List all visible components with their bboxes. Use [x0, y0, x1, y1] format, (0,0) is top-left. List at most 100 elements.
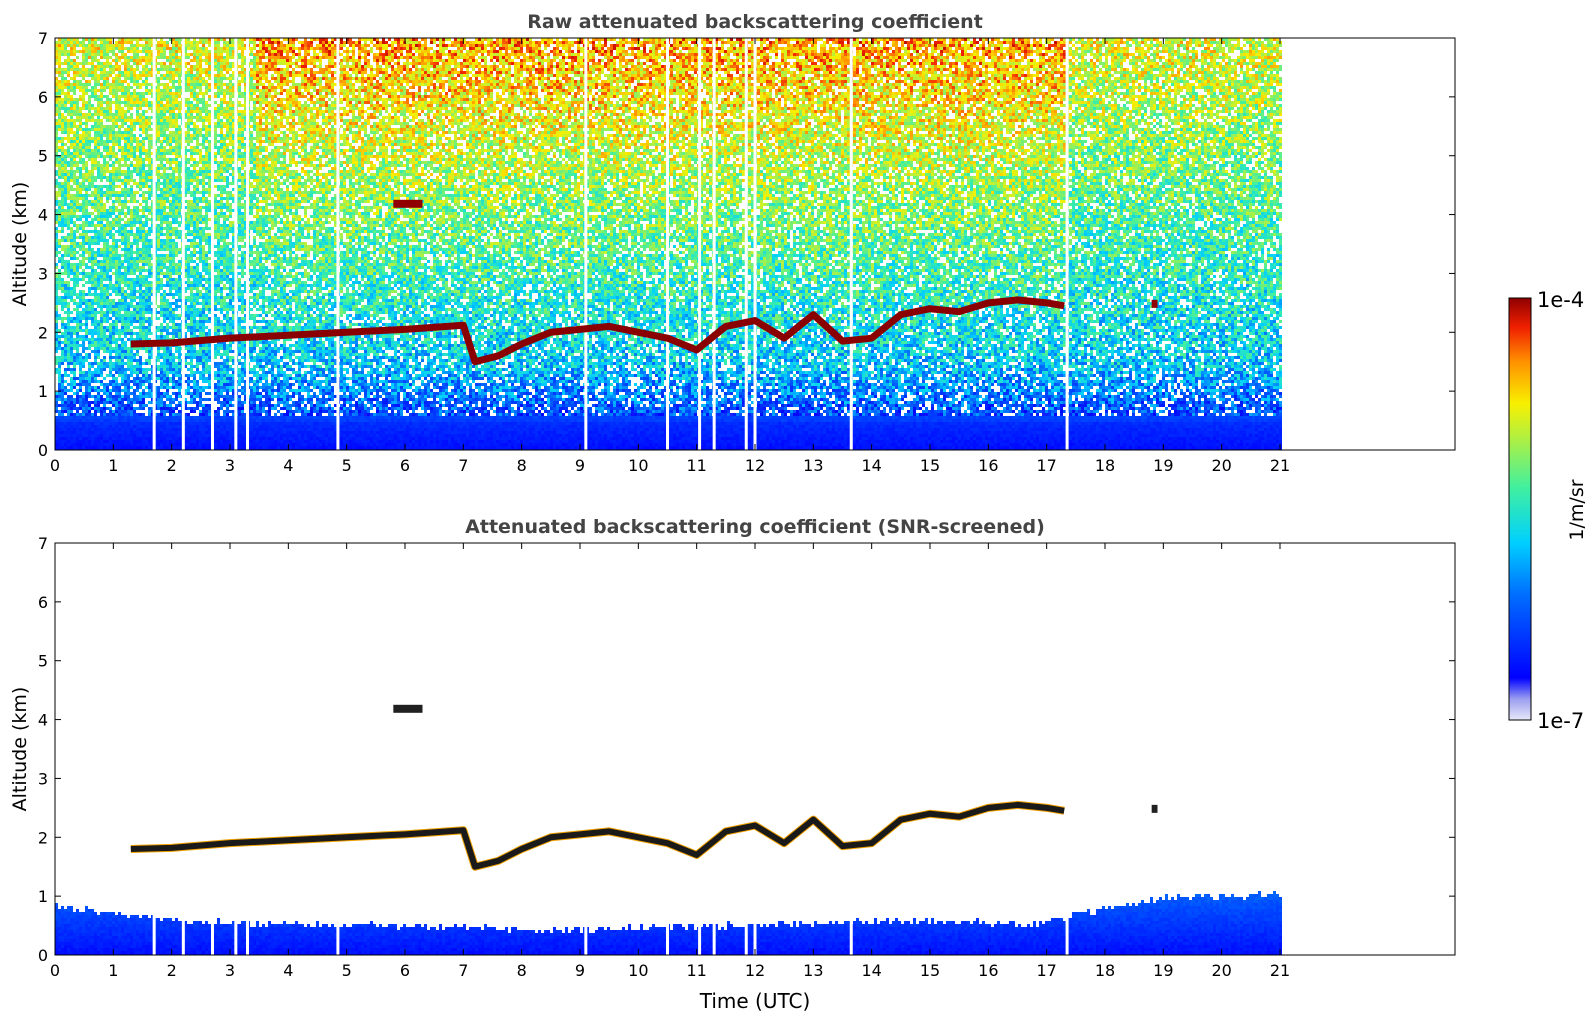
raw-cell — [112, 254, 115, 257]
raw-cell — [94, 425, 97, 428]
raw-cell — [85, 389, 88, 392]
raw-cell — [61, 50, 64, 53]
raw-cell — [124, 185, 127, 188]
raw-cell — [73, 200, 76, 203]
raw-cell — [124, 53, 127, 56]
raw-cell — [73, 119, 76, 122]
raw-cell — [115, 143, 118, 146]
raw-cell — [85, 161, 88, 164]
raw-cell — [64, 95, 67, 98]
raw-cell — [115, 323, 118, 326]
raw-cell — [100, 227, 103, 230]
raw-cell — [70, 209, 73, 212]
raw-cell — [109, 194, 112, 197]
raw-cell — [109, 434, 112, 437]
raw-cell — [109, 347, 112, 350]
raw-cell — [97, 59, 100, 62]
raw-cell — [109, 311, 112, 314]
raw-cell — [115, 83, 118, 86]
raw-cell — [58, 314, 61, 317]
raw-cell — [61, 149, 64, 152]
raw-cell — [94, 344, 97, 347]
raw-cell — [127, 77, 130, 80]
raw-cell — [64, 110, 67, 113]
raw-cell — [124, 152, 127, 155]
raw-cell — [64, 170, 67, 173]
raw-cell — [118, 80, 121, 83]
raw-cell — [94, 368, 97, 371]
raw-cell — [124, 110, 127, 113]
raw-cell — [79, 206, 82, 209]
raw-cell — [61, 395, 64, 398]
raw-cell — [58, 164, 61, 167]
raw-cell — [127, 401, 130, 404]
raw-cell — [127, 398, 130, 401]
raw-cell — [88, 212, 91, 215]
raw-cell — [109, 335, 112, 338]
raw-cell — [115, 98, 118, 101]
raw-cell — [106, 146, 109, 149]
raw-cell — [88, 152, 91, 155]
raw-cell — [67, 56, 70, 59]
raw-cell — [103, 401, 106, 404]
raw-cell — [76, 80, 79, 83]
raw-cell — [61, 227, 64, 230]
raw-cell — [67, 197, 70, 200]
raw-cell — [79, 209, 82, 212]
raw-cell — [67, 140, 70, 143]
raw-cell — [106, 50, 109, 53]
raw-cell — [76, 143, 79, 146]
raw-cell — [115, 113, 118, 116]
raw-cell — [124, 344, 127, 347]
raw-cell — [61, 86, 64, 89]
raw-cell — [79, 272, 82, 275]
raw-cell — [73, 434, 76, 437]
raw-cell — [109, 89, 112, 92]
raw-cell — [127, 329, 130, 332]
raw-cell — [79, 299, 82, 302]
raw-cell — [64, 59, 67, 62]
raw-cell — [103, 443, 106, 446]
raw-cell — [100, 101, 103, 104]
raw-cell — [103, 305, 106, 308]
raw-cell — [94, 389, 97, 392]
raw-cell — [82, 179, 85, 182]
raw-cell — [76, 107, 79, 110]
raw-cell — [121, 356, 124, 359]
raw-cell — [76, 83, 79, 86]
raw-cell — [112, 374, 115, 377]
raw-cell — [109, 113, 112, 116]
raw-cell — [115, 254, 118, 257]
raw-cell — [64, 119, 67, 122]
raw-cell — [91, 380, 94, 383]
raw-cell — [106, 56, 109, 59]
raw-cell — [97, 395, 100, 398]
raw-cell — [112, 218, 115, 221]
raw-cell — [82, 278, 85, 281]
raw-cell — [70, 389, 73, 392]
raw-cell — [100, 167, 103, 170]
raw-cell — [103, 212, 106, 215]
raw-cell — [82, 314, 85, 317]
raw-cell — [64, 281, 67, 284]
raw-cell — [91, 89, 94, 92]
raw-cell — [97, 167, 100, 170]
raw-cell — [67, 188, 70, 191]
raw-cell — [115, 89, 118, 92]
raw-cell — [64, 293, 67, 296]
raw-cell — [91, 377, 94, 380]
raw-cell — [103, 326, 106, 329]
raw-cell — [94, 299, 97, 302]
raw-cell — [100, 248, 103, 251]
raw-cell — [97, 434, 100, 437]
raw-cell — [76, 377, 79, 380]
raw-cell — [61, 206, 64, 209]
raw-cell — [79, 389, 82, 392]
raw-cell — [61, 263, 64, 266]
raw-cell — [106, 200, 109, 203]
raw-cell — [64, 326, 67, 329]
raw-cell — [58, 173, 61, 176]
raw-cell — [67, 281, 70, 284]
raw-cell — [100, 110, 103, 113]
raw-cell — [109, 188, 112, 191]
